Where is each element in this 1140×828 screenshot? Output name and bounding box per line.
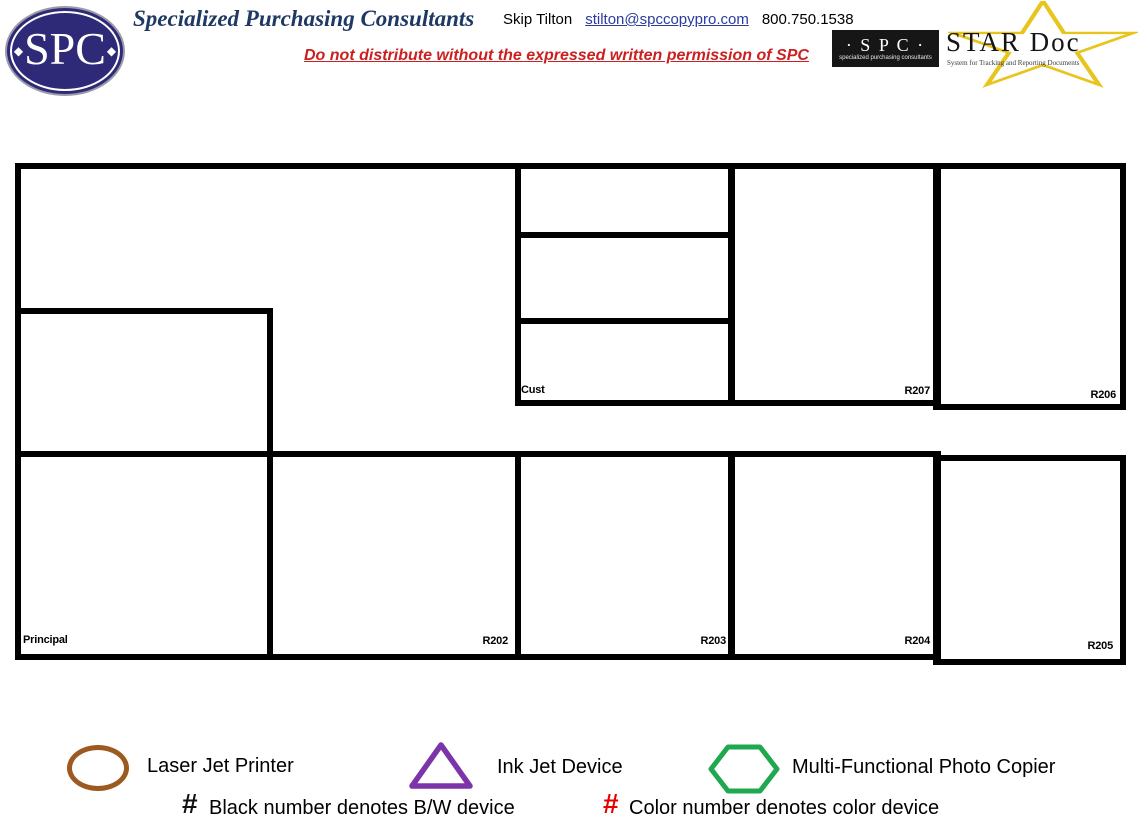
wall-right-bottom — [1120, 455, 1126, 665]
legend-note-bw: Black number denotes B/W device — [209, 797, 515, 819]
room-label-r205: R205 — [1087, 640, 1114, 652]
wall-corridor-bottom — [15, 451, 941, 457]
wall-inner-room-right — [267, 308, 273, 660]
ink-jet-device-icon — [409, 742, 473, 789]
contact-name: Skip Tilton — [503, 11, 573, 28]
room-label-r204: R204 — [904, 635, 931, 647]
wall-right-top — [1120, 163, 1126, 410]
legend-label-ink-jet: Ink Jet Device — [497, 756, 623, 778]
laser-jet-printer-icon — [67, 745, 129, 791]
black-hash-symbol: # — [182, 788, 198, 819]
wall-div-r203-r204 — [728, 451, 735, 660]
logo-diamond-left: ◆ — [13, 44, 24, 58]
stardoc-title: STAR Doc — [946, 27, 1081, 57]
multi-functional-photo-copier-icon — [708, 744, 780, 794]
wall-midcol-left — [515, 163, 521, 406]
room-label-cust: Cust — [521, 384, 545, 396]
email-link[interactable]: stilton@spccopypro.com — [585, 11, 749, 28]
room-label-principal: Principal — [23, 634, 68, 646]
wall-left — [15, 163, 21, 660]
room-label-r202: R202 — [482, 635, 509, 647]
wall-cust-divider-2 — [515, 318, 734, 324]
wall-r206-bottom — [933, 404, 1126, 410]
spc-logo: ◆ SPC ◆ — [5, 6, 125, 96]
wall-bottom — [15, 654, 941, 660]
stardoc-spc-box: · S P C · specialized purchasing consult… — [832, 30, 939, 67]
contact-phone: 800.750.1538 — [761, 11, 854, 28]
room-label-r203: R203 — [700, 635, 727, 647]
wall-r207-right — [933, 163, 941, 410]
wall-cust-divider-1 — [515, 232, 734, 238]
stardoc-spc-subtext: specialized purchasing consultants — [839, 55, 932, 61]
wall-top — [15, 163, 1126, 169]
legend-note-color: Color number denotes color device — [629, 797, 940, 819]
logo-text: SPC — [24, 23, 106, 74]
wall-r204-right — [933, 451, 941, 665]
red-hash-symbol: # — [603, 788, 619, 819]
distribution-notice: Do not distribute without the expressed … — [304, 47, 809, 64]
wall-r205-top — [933, 455, 1126, 461]
company-title: Specialized Purchasing Consultants — [133, 6, 475, 31]
room-label-r207: R207 — [904, 385, 931, 397]
room-label-r206: R206 — [1090, 389, 1117, 401]
logo-diamond-right: ◆ — [106, 44, 117, 58]
wall-inner-room-top — [15, 308, 273, 314]
legend-label-laser-jet: Laser Jet Printer — [147, 755, 294, 777]
contact-row: Skip Tilton stilton@spccopypro.com 800.7… — [503, 11, 854, 28]
star-icon — [948, 1, 1138, 88]
wall-midcol-right — [728, 163, 735, 406]
stardoc-subtitle: System for Tracking and Reporting Docume… — [947, 59, 1080, 67]
wall-div-r202-r203 — [515, 451, 521, 660]
legend-label-photo-copier: Multi-Functional Photo Copier — [792, 756, 1056, 778]
stardoc-spc-text: · S P C · — [845, 35, 926, 55]
wall-r205-bottom — [933, 659, 1126, 665]
